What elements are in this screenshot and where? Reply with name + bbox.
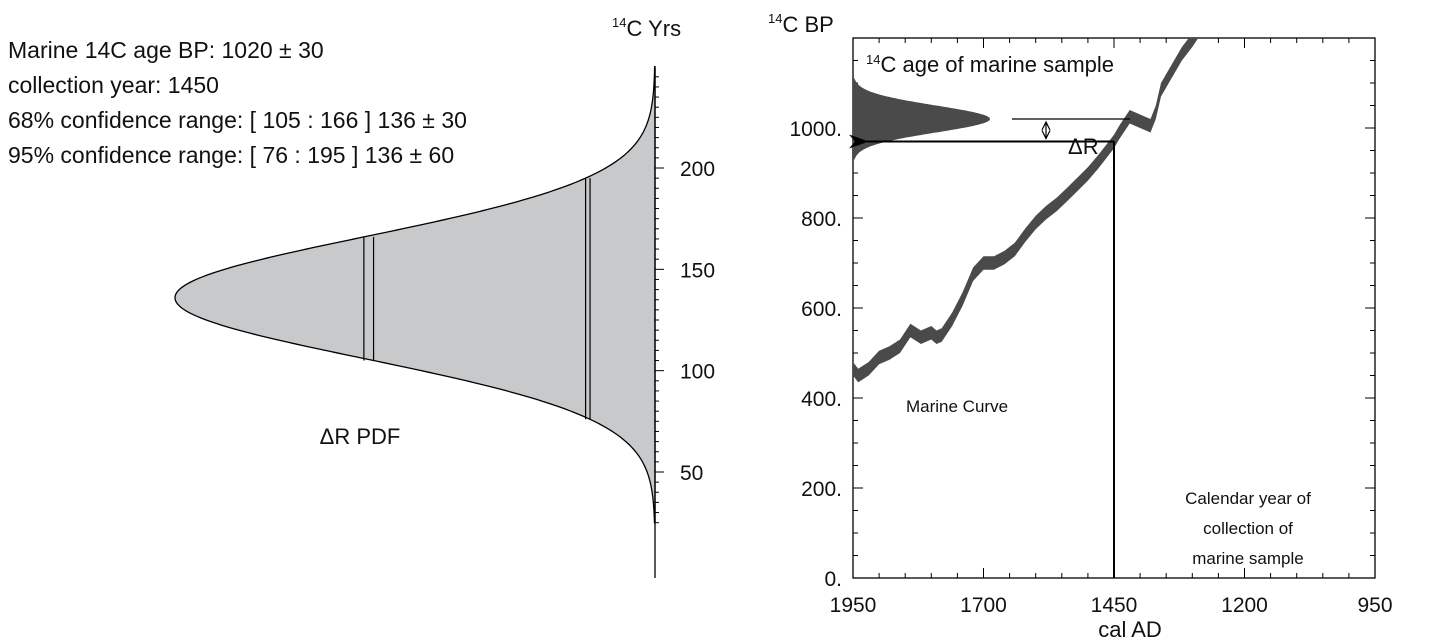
x-tick-label: 1700 (960, 594, 1007, 617)
delta-r-pdf-panel: 50 100 150 200 14C Yrs ΔR PDF (174, 15, 715, 578)
right-y-axis-label: 14C BP (768, 11, 834, 37)
sample-pdf-label: 14C age of marine sample (866, 52, 1114, 77)
sample-age-pdf (853, 78, 990, 160)
collection-label-line-3: marine sample (1192, 549, 1304, 568)
marine-curve-panel: 0. 200. 400. 600. 800. 1000. 1950 1700 1450 1200 9… (768, 11, 1393, 641)
right-y-tick-label: 800. (801, 208, 842, 231)
info-95-range: 95% confidence range: [ 76 : 195 ] 136 ±… (8, 142, 454, 168)
left-y-tick-label: 150 (680, 259, 715, 282)
delta-r-pdf-area (174, 66, 656, 524)
delta-r-bracket-arrowhead (1041, 130, 1051, 140)
collection-label: Calendar year of collection of marine sa… (1185, 489, 1311, 568)
x-tick-label: 1450 (1091, 594, 1138, 617)
collection-label-line-2: collection of (1203, 519, 1293, 538)
collection-label-line-1: Calendar year of (1185, 489, 1311, 508)
x-tick-label: 950 (1357, 594, 1392, 617)
pdf-title: ΔR PDF (320, 424, 401, 449)
right-y-tick-label: 200. (801, 478, 842, 501)
x-axis-label: cal AD (1098, 617, 1162, 641)
right-y-tick-label: 600. (801, 298, 842, 321)
info-marine-age: Marine 14C age BP: 1020 ± 30 (8, 37, 324, 63)
info-block: Marine 14C age BP: 1020 ± 30 collection … (8, 37, 467, 168)
x-tick-label: 1200 (1221, 594, 1268, 617)
right-y-tick-label: 400. (801, 388, 842, 411)
right-y-tick-label: 0. (824, 568, 842, 591)
right-y-tick-label: 1000. (789, 118, 842, 141)
x-tick-label: 1950 (830, 594, 877, 617)
left-y-tick-label: 50 (680, 462, 703, 485)
left-y-tick-label: 100 (680, 361, 715, 384)
marine-curve-label: Marine Curve (906, 397, 1008, 416)
delta-r-bracket-arrowhead (1041, 120, 1051, 131)
marine-curve-band (853, 38, 1199, 383)
info-68-range: 68% confidence range: [ 105 : 166 ] 136 … (8, 107, 467, 133)
left-y-axis-label: 14C Yrs (612, 15, 681, 41)
info-collection-year: collection year: 1450 (8, 72, 219, 98)
left-y-tick-label: 200 (680, 158, 715, 181)
delta-r-label: ΔR (1068, 134, 1099, 159)
